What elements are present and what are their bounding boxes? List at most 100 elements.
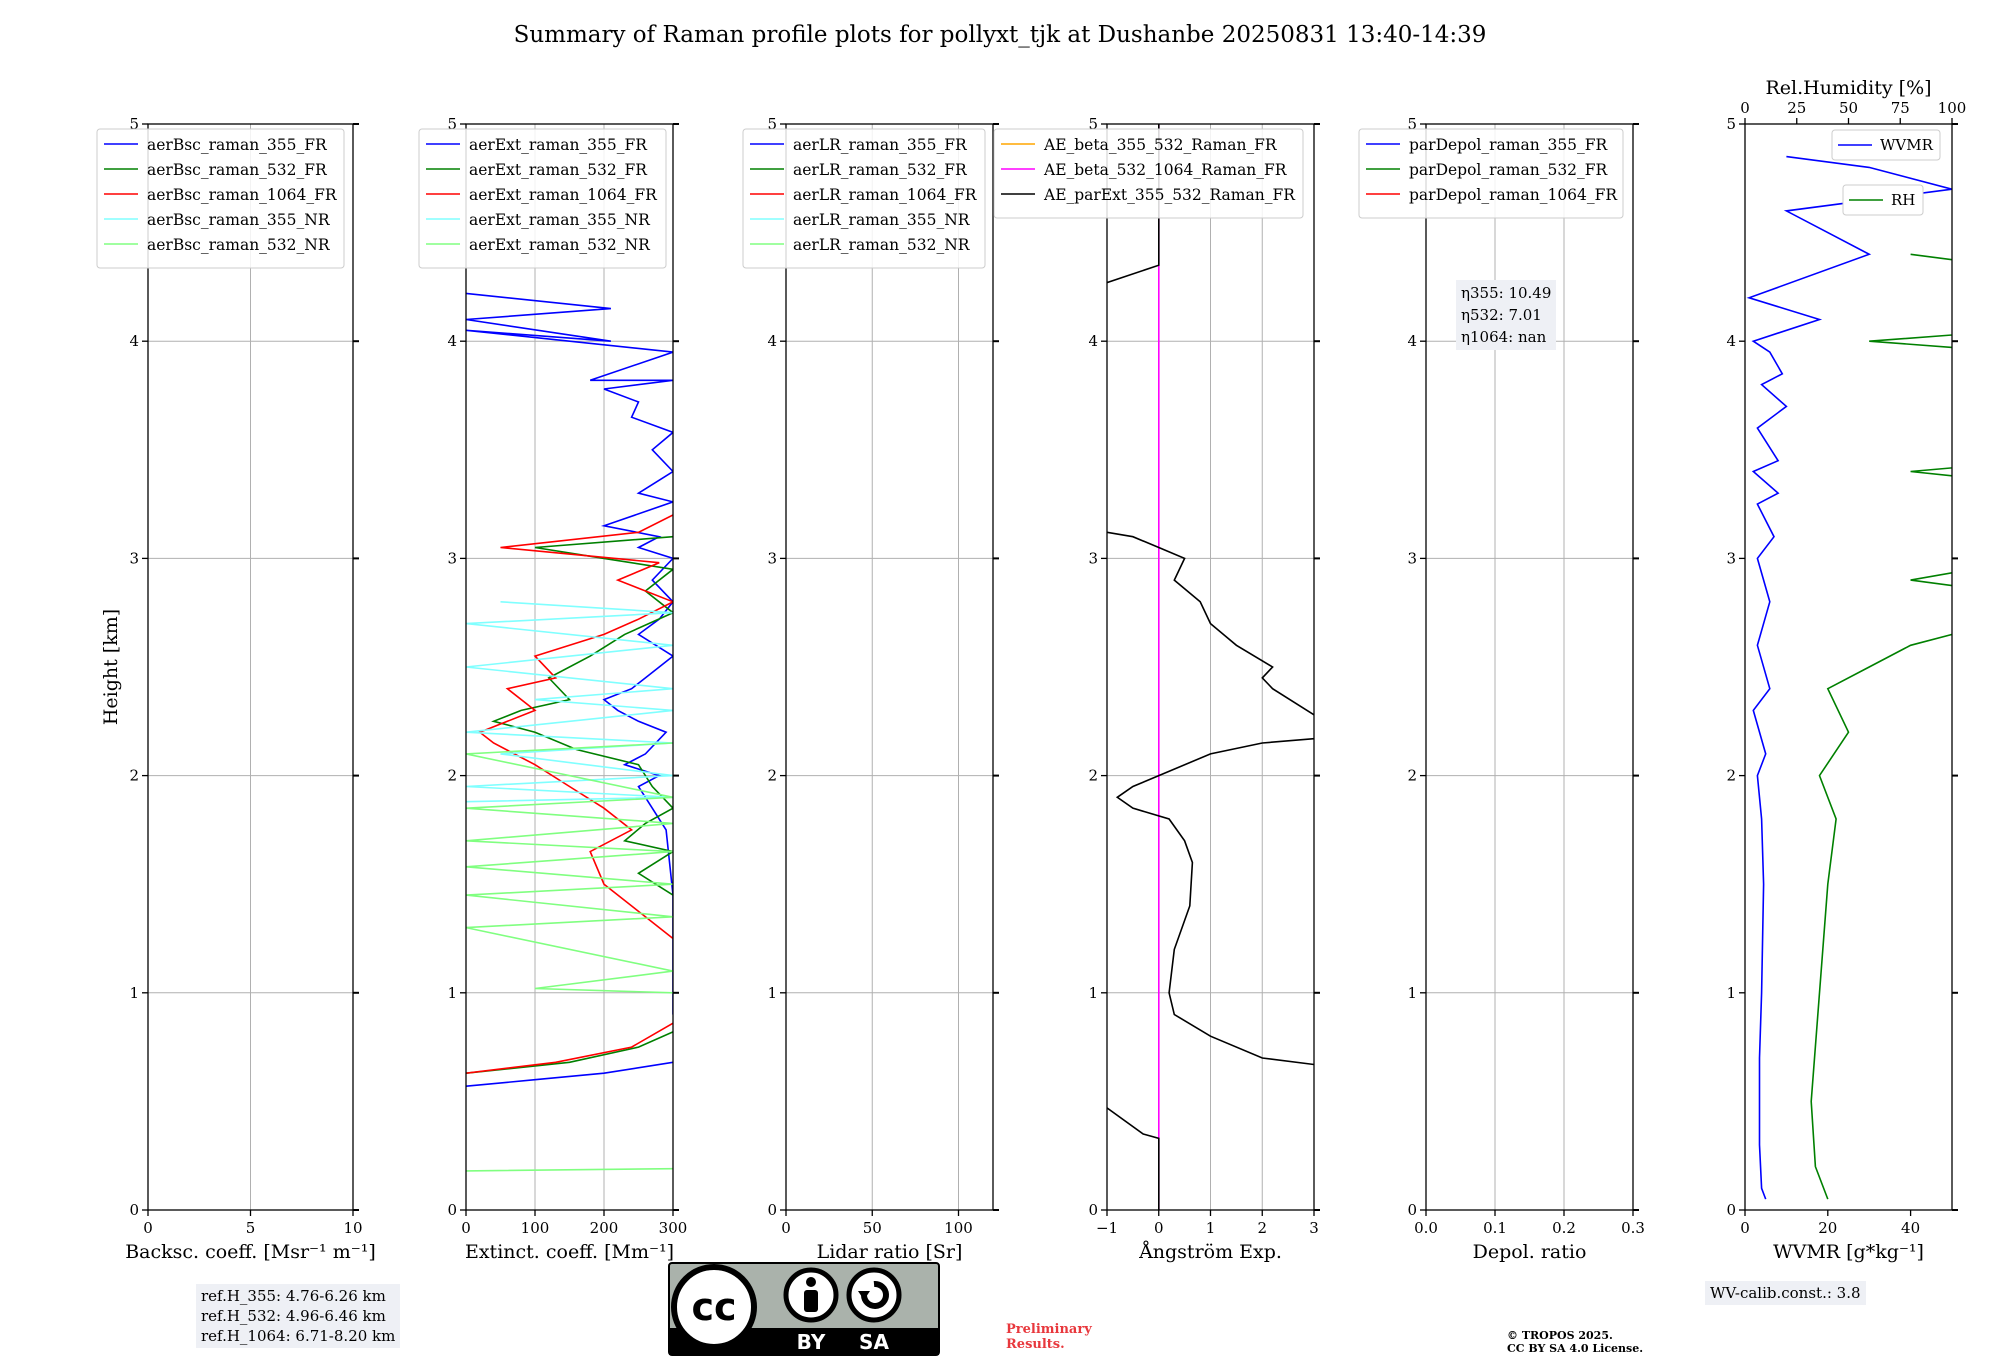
eta-box: η355: 10.49 η532: 7.01 η1064: nan xyxy=(1456,280,1557,350)
y-tick-label: 2 xyxy=(767,767,777,785)
legend-label: aerLR_raman_355_NR xyxy=(793,211,971,229)
y-tick-label: 5 xyxy=(129,115,139,133)
x2-tick-label: 100 xyxy=(1938,99,1967,117)
y-tick-label: 1 xyxy=(1088,984,1098,1002)
x2-tick-label: 75 xyxy=(1891,99,1910,117)
y-tick-label: 0 xyxy=(1407,1201,1417,1219)
series-line-AE_parExt_355_532_Raman_FR xyxy=(1107,124,1314,1210)
y-tick-label: 3 xyxy=(1088,549,1098,567)
x-tick-label: 0 xyxy=(781,1219,791,1237)
y-tick-label: 1 xyxy=(767,984,777,1002)
sa-share-icon xyxy=(846,1267,902,1323)
axes-frame xyxy=(1425,123,1634,1211)
y-tick-label: 3 xyxy=(447,549,457,567)
figure-title: Summary of Raman profile plots for polly… xyxy=(513,22,1487,48)
y-tick-label: 3 xyxy=(1407,549,1417,567)
x-tick-label: 5 xyxy=(246,1219,256,1237)
legend-label: aerLR_raman_355_FR xyxy=(793,136,968,154)
legend-box xyxy=(1358,128,1624,219)
x-axis-label: Depol. ratio xyxy=(1473,1241,1587,1263)
legend-label: AE_parExt_355_532_Raman_FR xyxy=(1043,186,1296,204)
cc-license-badge: cc BY SA xyxy=(668,1262,940,1356)
legend-label: AE_beta_355_532_Raman_FR xyxy=(1043,136,1278,154)
y-tick-label: 3 xyxy=(767,549,777,567)
legend-label: WVMR xyxy=(1880,136,1934,154)
y-tick-label: 0 xyxy=(447,1201,457,1219)
series-line-aerExt_raman_355_NR xyxy=(466,601,673,803)
legend-box xyxy=(1831,129,1941,161)
x-tick-label: 100 xyxy=(944,1219,973,1237)
y-tick-label: 1 xyxy=(129,984,139,1002)
axes-frame xyxy=(465,123,674,1211)
series-line-WVMR xyxy=(1746,155,1952,1200)
legend-label: aerBsc_raman_532_NR xyxy=(147,236,331,254)
legend-label: aerExt_raman_1064_FR xyxy=(469,186,658,204)
legend-label: aerExt_raman_532_FR xyxy=(469,161,648,179)
y-tick-label: 1 xyxy=(1407,984,1417,1002)
y-tick-label: 2 xyxy=(1407,767,1417,785)
cc-logo-icon xyxy=(671,1264,757,1350)
legend-label: aerExt_raman_355_NR xyxy=(469,211,651,229)
y-tick-label: 2 xyxy=(1726,767,1736,785)
x-tick-label: 2 xyxy=(1257,1219,1267,1237)
by-label: BY xyxy=(797,1330,826,1354)
x-tick-label: 200 xyxy=(590,1219,619,1237)
x-tick-label: 1 xyxy=(1206,1219,1216,1237)
legend-label: RH xyxy=(1891,191,1915,209)
eta-532: η532: 7.01 xyxy=(1461,306,1542,324)
x-tick-label: 10 xyxy=(343,1219,362,1237)
legend-label: aerBsc_raman_532_FR xyxy=(147,161,328,179)
ref-height-355: ref.H_355: 4.76-6.26 km xyxy=(201,1287,386,1305)
legend-label: parDepol_raman_355_FR xyxy=(1409,136,1609,154)
x-axis-label: Backsc. coeff. [Msr⁻¹ m⁻¹] xyxy=(125,1241,376,1263)
y-tick-label: 2 xyxy=(447,767,457,785)
y-tick-label: 4 xyxy=(1726,332,1736,350)
y-axis-label: Height [km] xyxy=(100,609,122,725)
x-axis-label: Lidar ratio [Sr] xyxy=(817,1241,963,1263)
x-tick-label: −1 xyxy=(1096,1219,1118,1237)
ref-height-532: ref.H_532: 4.96-6.46 km xyxy=(201,1307,386,1325)
x-tick-label: 0.2 xyxy=(1552,1219,1576,1237)
x-tick-label: 0 xyxy=(461,1219,471,1237)
legend-label: aerBsc_raman_355_FR xyxy=(147,136,328,154)
legend-box xyxy=(96,128,345,269)
x-axis-label: Ångström Exp. xyxy=(1138,1241,1282,1263)
y-tick-label: 5 xyxy=(1726,115,1736,133)
y-tick-label: 0 xyxy=(129,1201,139,1219)
x-axis-label: WVMR [g*kg⁻¹] xyxy=(1773,1241,1924,1263)
eta-355: η355: 10.49 xyxy=(1461,284,1552,302)
legend-label: AE_beta_532_1064_Raman_FR xyxy=(1043,161,1288,179)
eta-1064: η1064: nan xyxy=(1461,328,1547,346)
axes-frame xyxy=(1744,123,1953,1211)
legend-label: aerLR_raman_532_NR xyxy=(793,236,971,254)
y-tick-label: 5 xyxy=(1407,115,1417,133)
y-tick-label: 2 xyxy=(129,767,139,785)
ref-height-box: ref.H_355: 4.76-6.26 km ref.H_532: 4.96-6… xyxy=(196,1284,401,1348)
series-line-aerExt_raman_355_FR xyxy=(466,292,673,1087)
y-tick-label: 4 xyxy=(129,332,139,350)
legend-label: aerExt_raman_355_FR xyxy=(469,136,648,154)
x-tick-label: 3 xyxy=(1309,1219,1319,1237)
legend-label: aerBsc_raman_355_NR xyxy=(147,211,331,229)
wv-calib-box: WV-calib.const.: 3.8 xyxy=(1705,1281,1866,1305)
legend-box xyxy=(742,128,986,269)
legend-label: parDepol_raman_532_FR xyxy=(1409,161,1609,179)
legend-box xyxy=(418,128,667,269)
x2-tick-label: 0 xyxy=(1740,99,1750,117)
legend-label: aerBsc_raman_1064_FR xyxy=(147,186,338,204)
preliminary-note: Preliminary Results. xyxy=(1006,1322,1092,1352)
x2-tick-label: 25 xyxy=(1787,99,1806,117)
x-tick-label: 0.0 xyxy=(1414,1219,1438,1237)
by-person-head xyxy=(806,1277,816,1287)
y-tick-label: 4 xyxy=(1407,332,1417,350)
y-tick-label: 4 xyxy=(447,332,457,350)
y-tick-label: 4 xyxy=(1088,332,1098,350)
legend-label: parDepol_raman_1064_FR xyxy=(1409,186,1618,204)
x2-axis-label: Rel.Humidity [%] xyxy=(1765,77,1931,99)
series-line-aerExt_raman_532_NR xyxy=(466,742,673,1172)
cc-logo-text: cc xyxy=(691,1285,736,1329)
sa-arrow-head xyxy=(858,1291,870,1300)
y-tick-label: 0 xyxy=(1088,1201,1098,1219)
x-tick-label: 50 xyxy=(863,1219,882,1237)
